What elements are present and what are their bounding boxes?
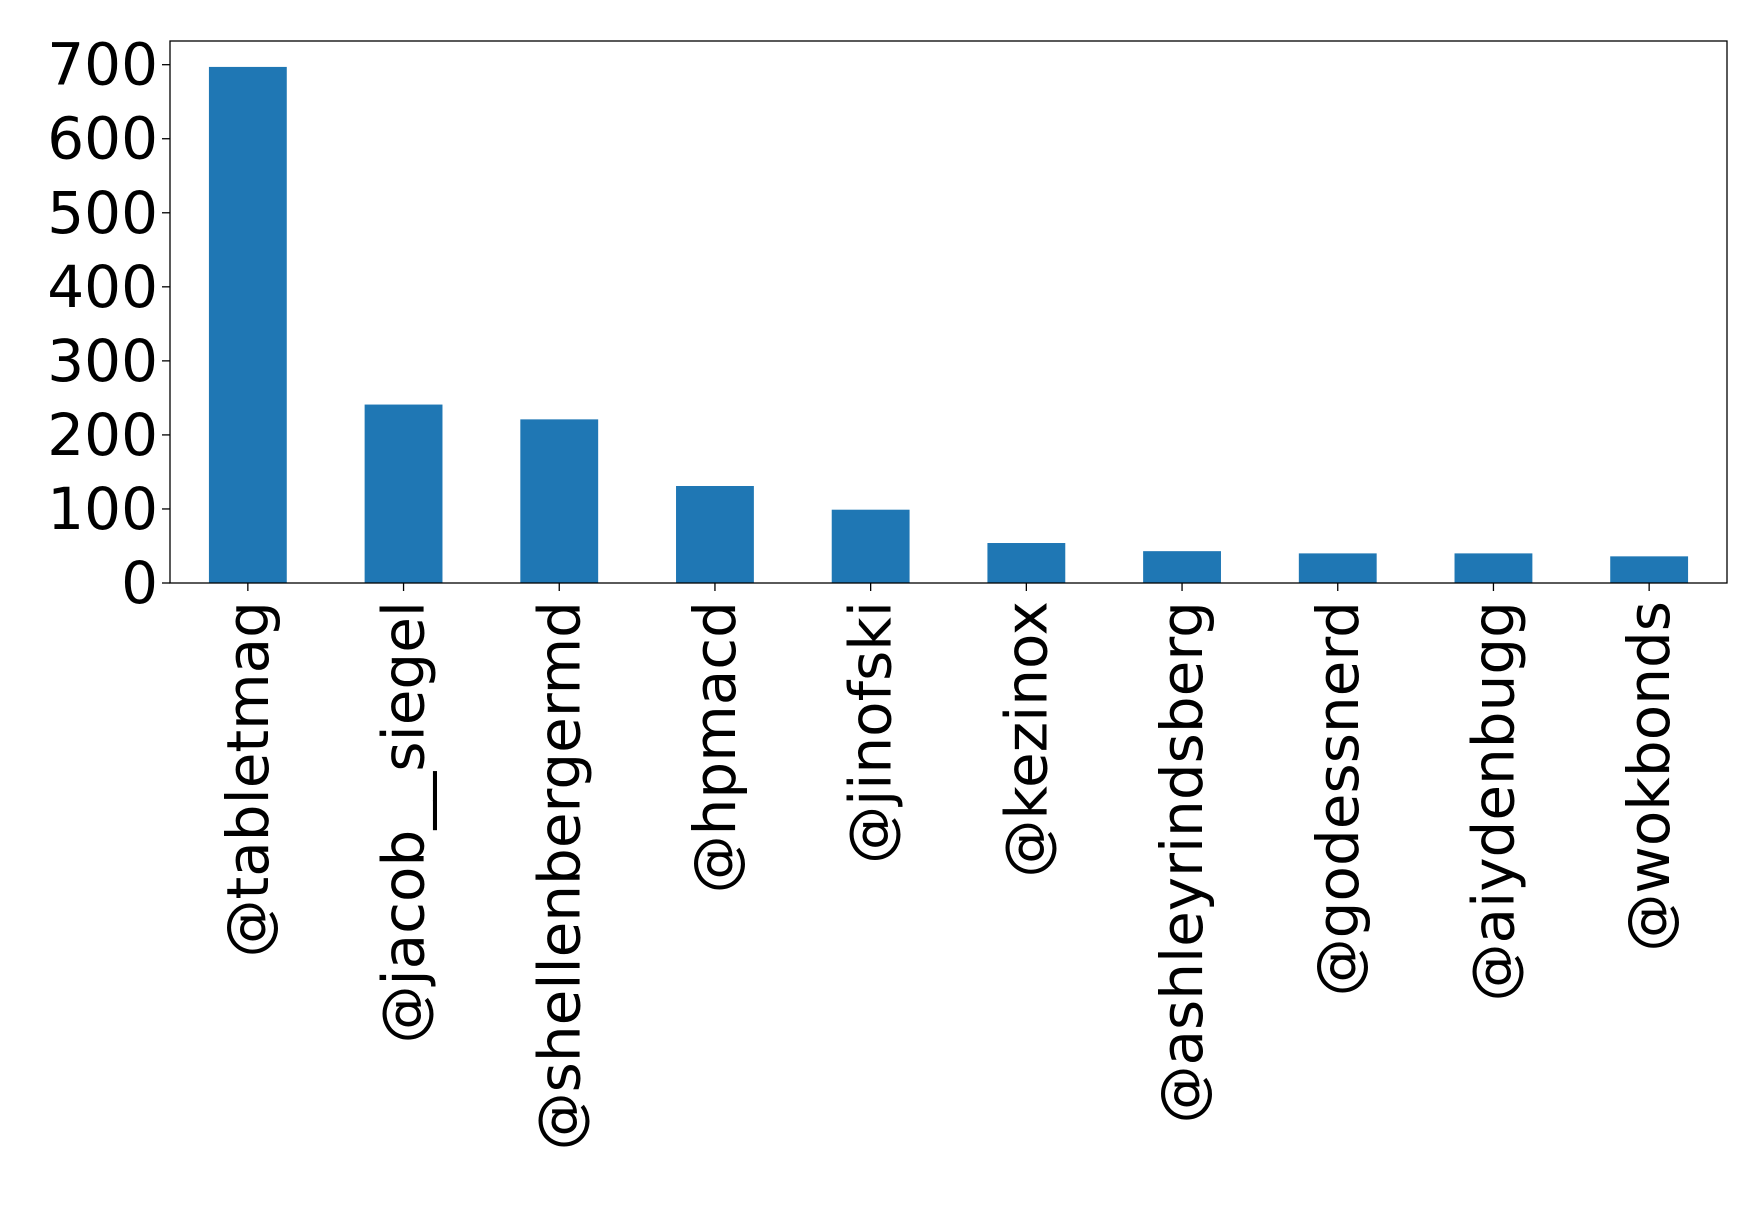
bar	[1143, 551, 1221, 583]
bar	[1454, 553, 1533, 583]
y-tick-label: 0	[121, 549, 158, 617]
x-tick-label: @aiydenbugg	[1459, 601, 1527, 1001]
bar	[208, 66, 287, 584]
bar	[831, 509, 910, 583]
bar	[364, 404, 443, 583]
y-tick-label: 500	[47, 179, 158, 247]
bars-layer	[208, 66, 1689, 584]
y-tick-label: 300	[47, 327, 158, 395]
x-tick-label: @ashleyrindsberg	[1148, 601, 1216, 1124]
x-tick-label: @kezinox	[992, 601, 1060, 878]
x-tick-label: @jacob__siegel	[370, 601, 438, 1043]
bar	[1298, 553, 1377, 583]
bar	[676, 486, 754, 583]
x-tick-label: @shellenbergermd	[525, 601, 593, 1150]
y-tick-label: 400	[47, 253, 158, 321]
x-tick-label: @tabletmag	[214, 601, 282, 958]
y-tick-label: 600	[47, 105, 158, 173]
y-tick-label: 700	[47, 31, 158, 99]
x-axis: @tabletmag @jacob__siegel @shellenbergermd…	[214, 583, 1683, 1150]
x-tick-label: @godessnerd	[1304, 601, 1372, 996]
x-tick-label: @wokbonds	[1615, 601, 1683, 952]
y-tick-label: 200	[47, 401, 158, 469]
plot-frame	[169, 40, 1728, 584]
y-tick-label: 100	[47, 475, 158, 543]
bar	[987, 543, 1066, 583]
bar	[520, 419, 599, 583]
bar	[1610, 556, 1689, 583]
x-tick-label: @hpmacd	[681, 601, 749, 893]
x-tick-label: @jinofski	[837, 601, 905, 864]
